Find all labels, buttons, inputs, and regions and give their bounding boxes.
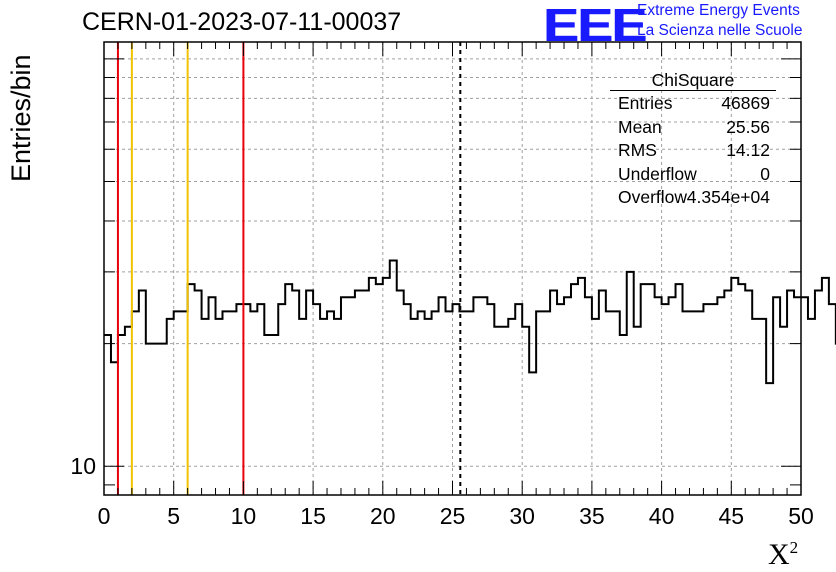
y-tick-label: 10 — [70, 453, 96, 479]
x-tick-label: 20 — [370, 503, 396, 529]
histogram-series — [104, 259, 836, 385]
org-name-line2: La Scienza nelle Scuole — [637, 22, 803, 39]
stats-row-entries: Entries 46869 — [610, 92, 776, 116]
x-tick-label: 15 — [300, 503, 326, 529]
org-name-line1: Extreme Energy Events — [637, 2, 800, 19]
stats-value: 4.354e+04 — [686, 187, 770, 207]
x-tick-label: 25 — [440, 503, 466, 529]
x-tick-label: 5 — [167, 503, 180, 529]
x-tick-label: 35 — [579, 503, 605, 529]
stats-row-overflow: Overflow 4.354e+04 — [610, 186, 776, 210]
stats-key: RMS — [618, 140, 657, 160]
stats-value: 0 — [760, 163, 770, 184]
stats-value: 14.12 — [726, 140, 770, 160]
x-tick-label: 45 — [719, 503, 745, 529]
x-tick-label: 10 — [231, 503, 257, 529]
stats-title: ChiSquare — [610, 70, 776, 91]
stats-key: Underflow — [618, 163, 697, 184]
stats-row-rms: RMS 14.12 — [610, 139, 776, 163]
x-tick-label: 30 — [509, 503, 535, 529]
x-tick-label: 0 — [98, 503, 111, 529]
stats-key: Overflow — [618, 187, 688, 207]
x-axis-label: X2 — [768, 538, 799, 571]
stats-row-underflow: Underflow 0 — [610, 163, 776, 187]
stats-value: 46869 — [721, 93, 770, 113]
x-tick-label: 50 — [788, 503, 814, 529]
stats-key: Mean — [618, 116, 662, 137]
x-tick-label: 40 — [649, 503, 675, 529]
eee-logo: EEE — [543, 0, 647, 51]
chart-title: CERN-01-2023-07-11-00037 — [82, 8, 402, 36]
y-axis-label: Entries/bin — [6, 54, 36, 182]
stats-row-mean: Mean 25.56 — [610, 116, 776, 140]
stats-key: Entries — [618, 93, 673, 113]
stats-value: 25.56 — [726, 116, 770, 137]
stats-box: ChiSquare Entries 46869 Mean 25.56 RMS 1… — [610, 70, 776, 210]
